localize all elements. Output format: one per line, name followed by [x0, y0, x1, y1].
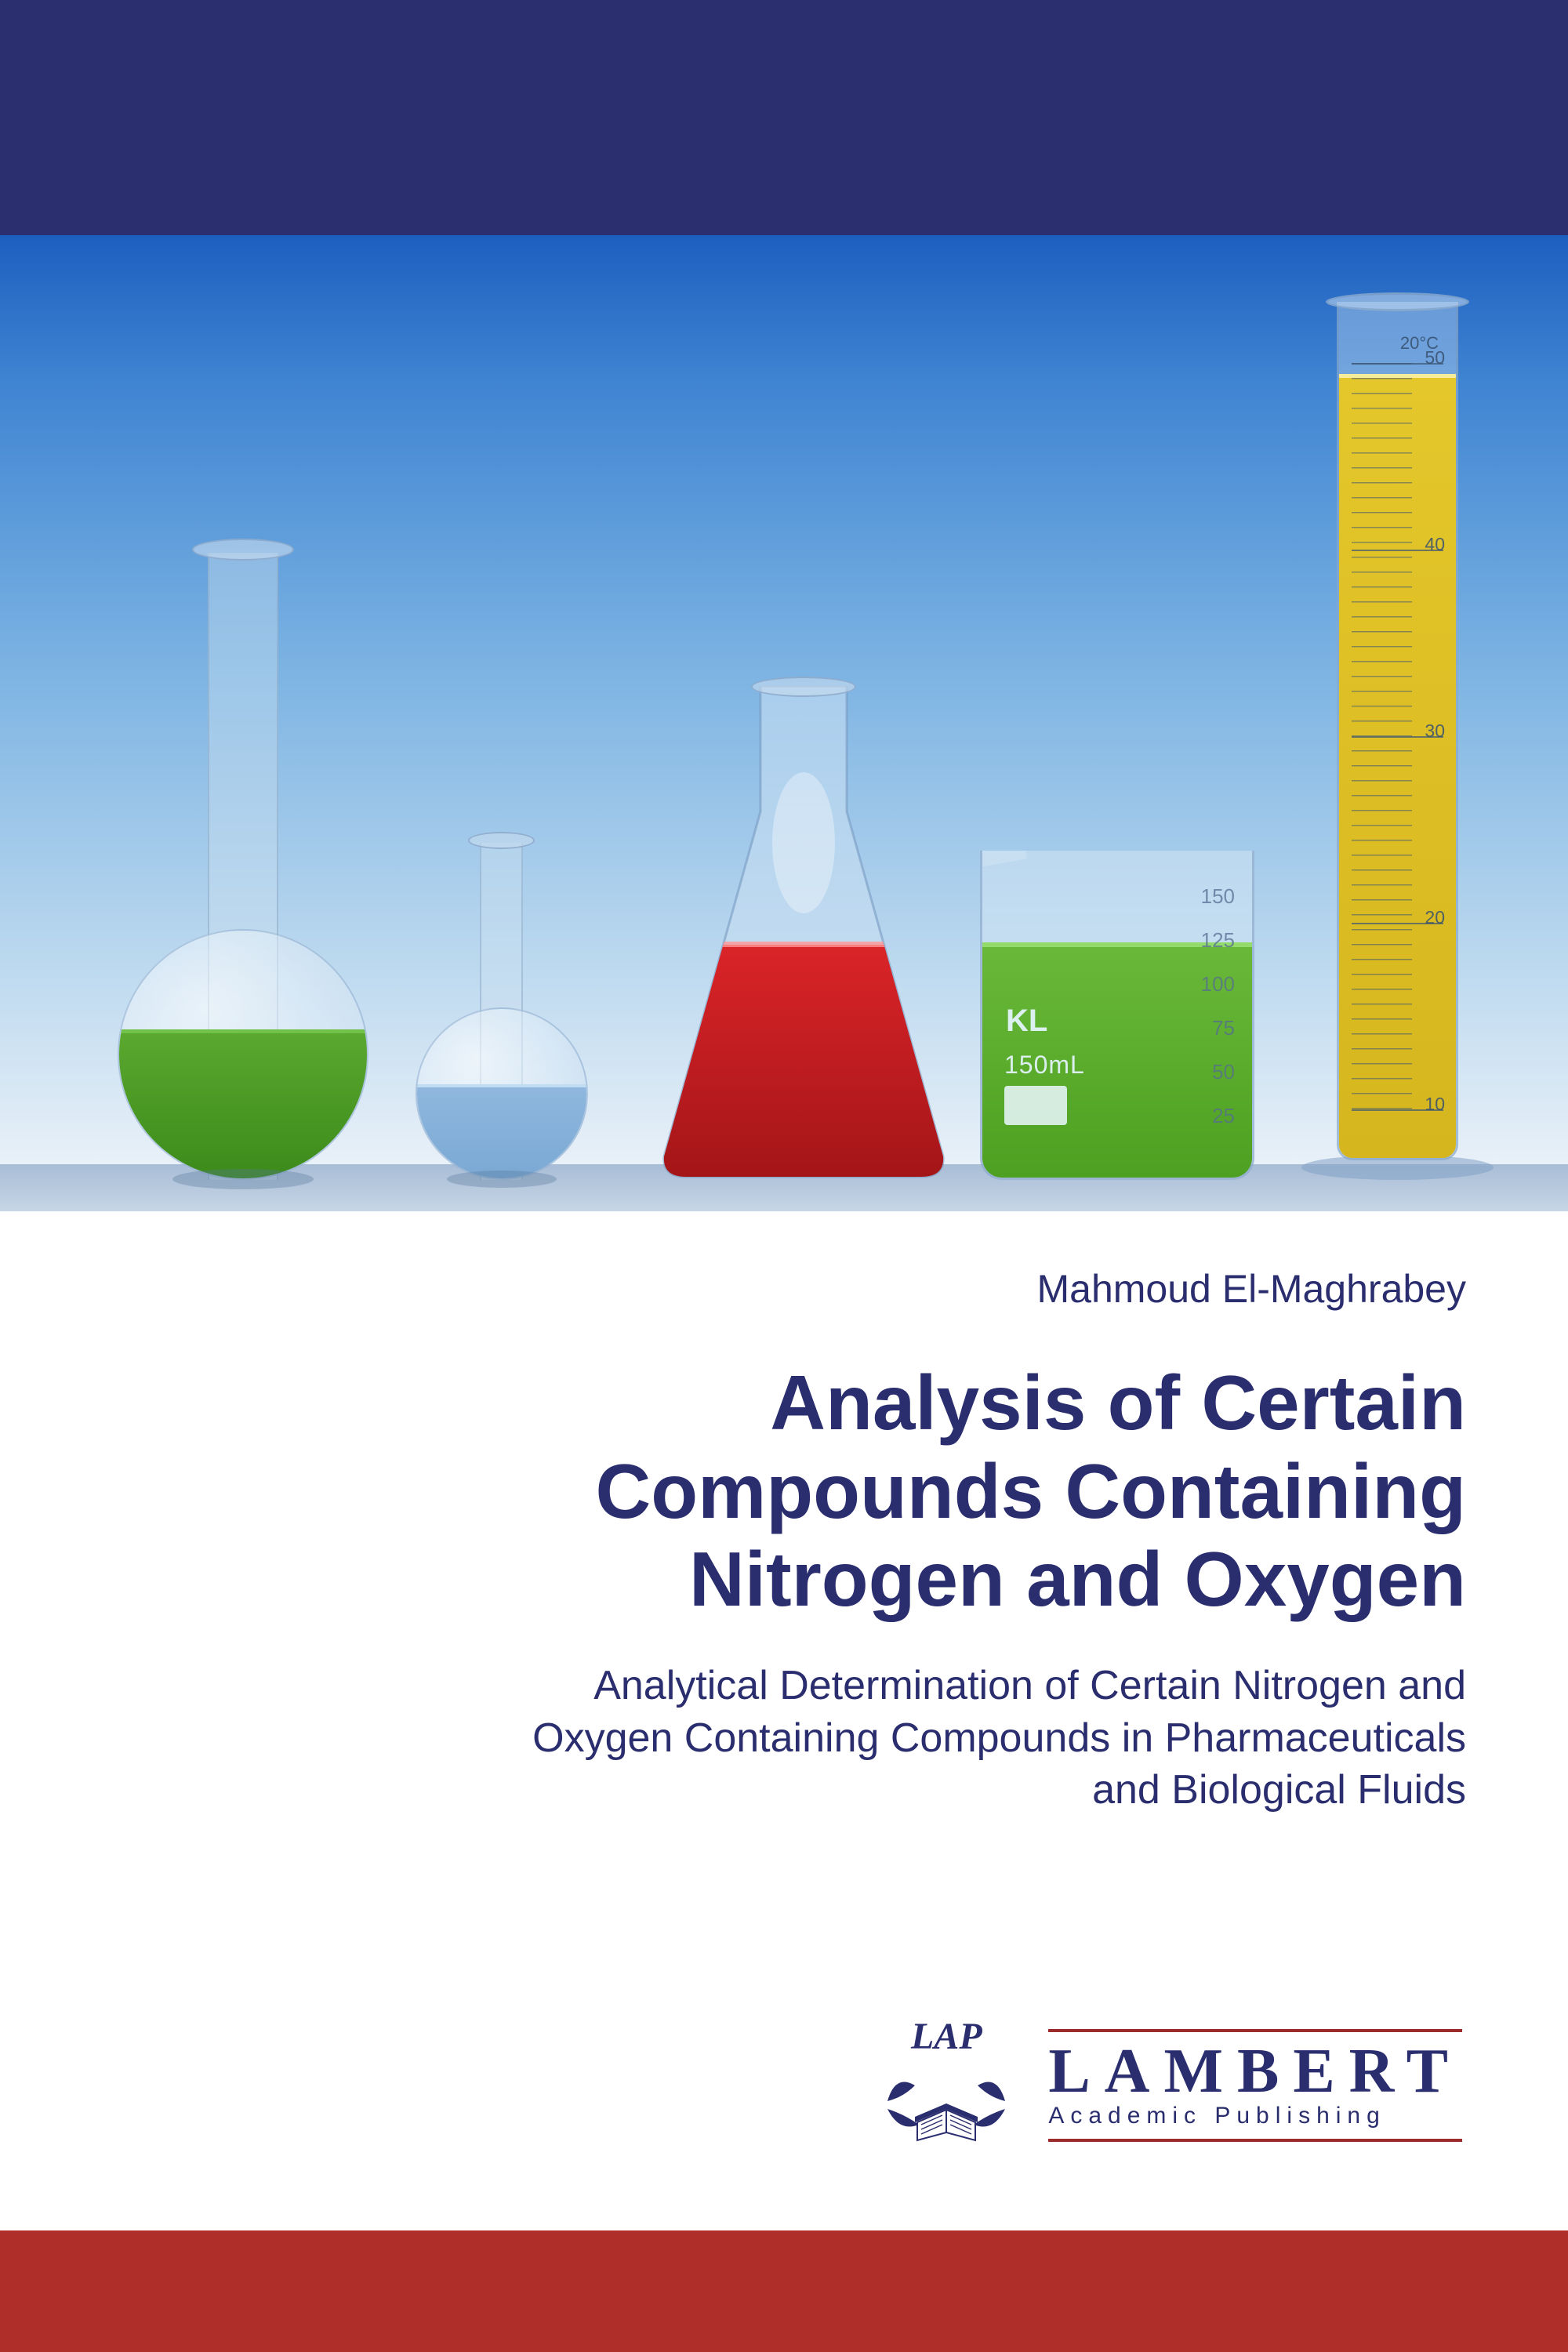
cover-text: Mahmoud El-Maghrabey Analysis of Certain… — [102, 1211, 1466, 1817]
volumetric-flask-clear — [416, 843, 523, 1180]
volumetric-flask-green — [118, 553, 278, 1180]
hero-illustration: KL 150mL 150 125 100 75 50 25 20°C 50 40… — [0, 235, 1568, 1211]
author-name: Mahmoud El-Maghrabey — [102, 1266, 1466, 1312]
publisher-rule-top — [1048, 2029, 1462, 2032]
beaker-brand: KL — [1006, 1004, 1047, 1039]
book-title: Analysis of Certain Compounds Containing… — [102, 1359, 1466, 1624]
publisher-emblem-text: LAP — [868, 2015, 1025, 2058]
publisher-text: LAMBERT Academic Publishing — [1048, 2024, 1462, 2147]
publisher-name: LAMBERT — [1048, 2037, 1462, 2103]
publisher-tagline: Academic Publishing — [1048, 2103, 1462, 2134]
bottom-band — [0, 2230, 1568, 2352]
book-laurel-icon — [872, 2058, 1021, 2152]
graduated-cylinder-yellow: 20°C 50 40 30 20 10 — [1329, 302, 1466, 1180]
beaker-volume: 150mL — [1004, 1051, 1085, 1080]
erlenmeyer-flask-red — [655, 686, 953, 1180]
beaker-graduations: 150 125 100 75 50 25 — [1201, 874, 1235, 1138]
top-band — [0, 0, 1568, 235]
publisher-rule-bottom — [1048, 2139, 1462, 2142]
publisher-emblem: LAP — [868, 2015, 1025, 2156]
publisher-logo: LAP LAMBERT Academic Publishing — [868, 2015, 1462, 2156]
book-subtitle: Analytical Determination of Certain Nitr… — [102, 1660, 1466, 1817]
cylinder-temp: 20°C — [1400, 333, 1439, 354]
beaker-green: KL 150mL 150 125 100 75 50 25 — [980, 851, 1254, 1180]
